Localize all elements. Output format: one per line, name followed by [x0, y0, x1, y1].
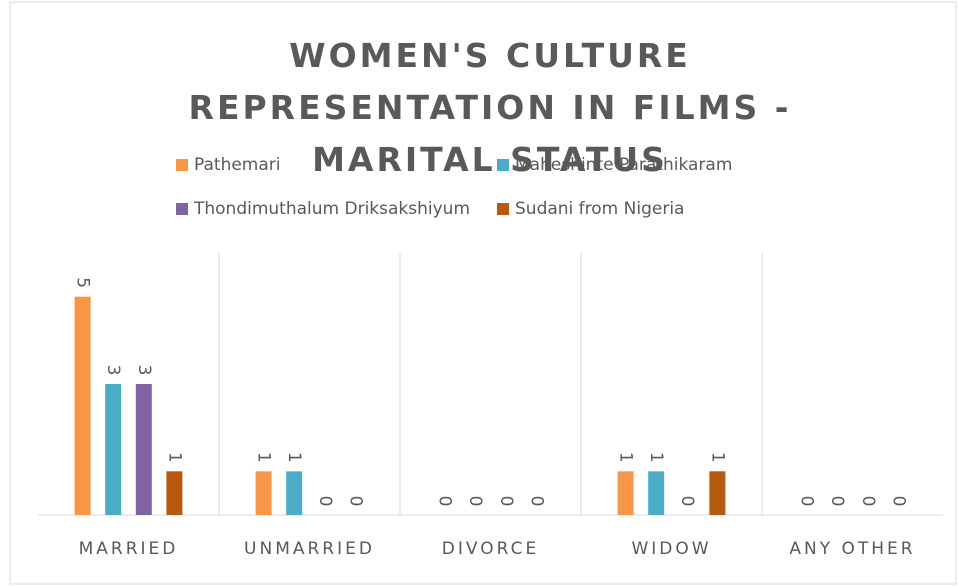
legend-label: Thondimuthalum Driksakshiyum — [193, 199, 470, 219]
value-label: 0 — [858, 496, 878, 507]
bar — [166, 471, 183, 515]
value-label: 0 — [435, 496, 455, 507]
chart-frame — [9, 1, 957, 585]
value-label: 1 — [646, 452, 666, 463]
legend-swatch — [497, 159, 509, 171]
bar — [648, 471, 665, 515]
legend-swatch — [176, 159, 188, 171]
value-label: 5 — [73, 277, 93, 288]
value-label: 0 — [345, 496, 365, 507]
x-tick-label: DIVORCE — [442, 539, 539, 559]
bar — [286, 471, 303, 515]
bar — [74, 296, 91, 515]
value-label: 0 — [526, 496, 546, 507]
bar — [105, 384, 122, 515]
bar — [709, 471, 726, 515]
value-label: 0 — [465, 496, 485, 507]
x-tick-label: WIDOW — [631, 539, 711, 559]
value-label: 0 — [677, 496, 697, 507]
value-label: 3 — [134, 365, 154, 376]
value-label: 0 — [827, 496, 847, 507]
value-label: 1 — [254, 452, 274, 463]
bar — [617, 471, 634, 515]
chart-title: WOMEN'S CULTURE REPRESENTATION IN FILMS … — [188, 36, 792, 179]
value-label: 1 — [616, 452, 636, 463]
legend-label: Sudani from Nigeria — [515, 199, 684, 219]
value-label: 1 — [284, 452, 304, 463]
bar — [135, 384, 152, 515]
value-label: 0 — [797, 496, 817, 507]
value-label: 1 — [707, 452, 727, 463]
x-tick-label: ANY OTHER — [789, 539, 915, 559]
value-label: 0 — [496, 496, 516, 507]
x-tick-label: UNMARRIED — [244, 539, 375, 559]
legend-label: Pathemari — [194, 155, 281, 175]
legend-swatch — [497, 203, 509, 215]
legend-swatch — [176, 203, 188, 215]
x-tick-label: MARRIED — [79, 539, 179, 559]
value-label: 3 — [103, 365, 123, 376]
legend-label: Maheshinte Parathikaram — [515, 155, 732, 175]
value-label: 0 — [315, 496, 335, 507]
value-label: 0 — [888, 496, 908, 507]
bar — [255, 471, 272, 515]
value-label: 1 — [164, 452, 184, 463]
